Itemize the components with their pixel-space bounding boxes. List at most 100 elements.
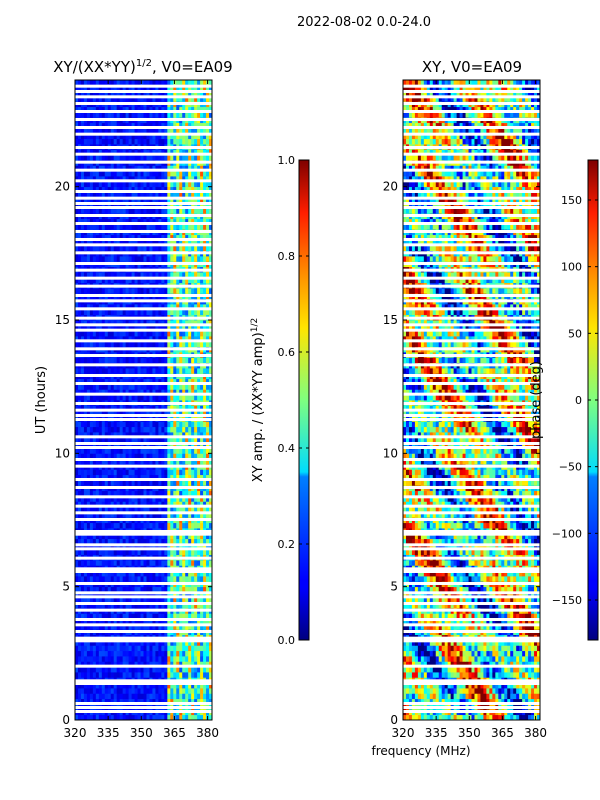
heatmap-cell — [128, 448, 132, 454]
heatmap-cell — [161, 176, 165, 182]
heatmap-cell — [131, 437, 135, 444]
heatmap-cell — [122, 410, 127, 417]
heatmap-cell — [86, 458, 91, 465]
heatmap-cell — [194, 325, 198, 332]
heatmap-cell — [95, 277, 100, 284]
heatmap-cell — [92, 656, 97, 662]
heatmap-cell — [83, 533, 88, 540]
heatmap-cell — [104, 506, 109, 513]
heatmap-cell — [206, 192, 210, 198]
heatmap-cell — [179, 624, 183, 630]
heatmap-cell — [77, 480, 82, 486]
heatmap-cell — [194, 170, 198, 177]
heatmap-cell — [89, 218, 94, 225]
heatmap-cell — [188, 661, 192, 668]
heatmap-cell — [95, 389, 100, 396]
heatmap-cell — [194, 208, 198, 214]
heatmap-cell — [95, 544, 100, 550]
heatmap-cell — [173, 320, 177, 326]
heatmap-cell — [125, 245, 130, 252]
heatmap-cell — [203, 309, 207, 316]
heatmap-cell — [101, 570, 106, 577]
heatmap-cell — [158, 170, 162, 177]
heatmap-cell — [75, 202, 79, 209]
heatmap-cell — [182, 602, 186, 609]
heatmap-cell — [140, 202, 144, 209]
heatmap-cell — [89, 490, 94, 497]
heatmap-cell — [89, 576, 94, 582]
heatmap-cell — [143, 186, 147, 193]
heatmap-cell — [158, 496, 162, 502]
heatmap-cell — [107, 645, 112, 652]
heatmap-cell — [164, 330, 168, 337]
heatmap-cell — [158, 624, 162, 630]
heatmap-cell — [191, 693, 195, 700]
heatmap-cell — [107, 650, 112, 657]
heatmap-cell — [203, 576, 207, 582]
heatmap-cell — [200, 474, 204, 481]
heatmap-cell — [176, 426, 180, 433]
heatmap-cell — [206, 325, 210, 332]
heatmap-cell — [116, 672, 121, 678]
heatmap-cell — [113, 645, 118, 652]
heatmap-cell — [176, 597, 180, 604]
heatmap-cell — [75, 512, 79, 518]
heatmap-cell — [80, 240, 85, 246]
heatmap-cell — [164, 208, 168, 214]
heatmap-cell — [188, 421, 192, 428]
heatmap-cell — [179, 618, 183, 625]
heatmap-cell — [209, 693, 213, 700]
heatmap-cell — [75, 576, 79, 582]
heatmap-cell — [104, 576, 109, 582]
heatmap-cell — [116, 693, 121, 700]
heatmap-cell — [191, 570, 195, 577]
heatmap-cell — [131, 640, 135, 646]
heatmap-cell — [122, 560, 127, 566]
heatmap-cell — [188, 208, 192, 214]
heatmap-cell — [170, 410, 174, 417]
heatmap-cell — [203, 597, 207, 604]
heatmap-cell — [122, 592, 127, 598]
heatmap-cell — [191, 442, 195, 449]
heatmap-cell — [140, 597, 144, 604]
heatmap-cell — [140, 256, 144, 262]
heatmap-cell — [161, 661, 165, 668]
heatmap-cell — [188, 154, 192, 161]
heatmap-cell — [173, 586, 177, 593]
heatmap-cell — [191, 330, 195, 337]
heatmap-cell — [176, 549, 180, 556]
heatmap-cell — [185, 245, 189, 252]
heatmap-cell — [191, 240, 195, 246]
heatmap-cell — [182, 490, 186, 497]
heatmap-cell — [197, 320, 201, 326]
heatmap-cell — [206, 512, 210, 518]
heatmap-cell — [194, 693, 198, 700]
heatmap-cell — [95, 330, 100, 337]
heatmap-cell — [101, 480, 106, 486]
heatmap-cell — [191, 549, 195, 556]
heatmap-cell — [75, 442, 79, 449]
heatmap-cell — [164, 336, 168, 342]
heatmap-cell — [152, 405, 156, 412]
heatmap-cell — [191, 320, 195, 326]
heatmap-cell — [161, 453, 165, 460]
heatmap-cell — [155, 650, 159, 657]
heatmap-cell — [134, 330, 138, 337]
heatmap-cell — [197, 357, 201, 364]
heatmap-cell — [134, 421, 138, 428]
heatmap-cell — [203, 224, 207, 230]
heatmap-cell — [140, 368, 144, 374]
heatmap-cell — [119, 197, 124, 204]
heatmap-cell — [77, 256, 82, 262]
heatmap-cell — [197, 256, 201, 262]
heatmap-cell — [185, 592, 189, 598]
heatmap-cell — [107, 202, 112, 209]
heatmap-cell — [119, 672, 124, 678]
heatmap-cell — [179, 410, 183, 417]
heatmap-cell — [185, 570, 189, 577]
heatmap-cell — [182, 165, 186, 172]
heatmap-cell — [158, 560, 162, 566]
heatmap-cell — [98, 202, 103, 209]
heatmap-cell — [167, 437, 171, 444]
heatmap-cell — [125, 522, 130, 529]
